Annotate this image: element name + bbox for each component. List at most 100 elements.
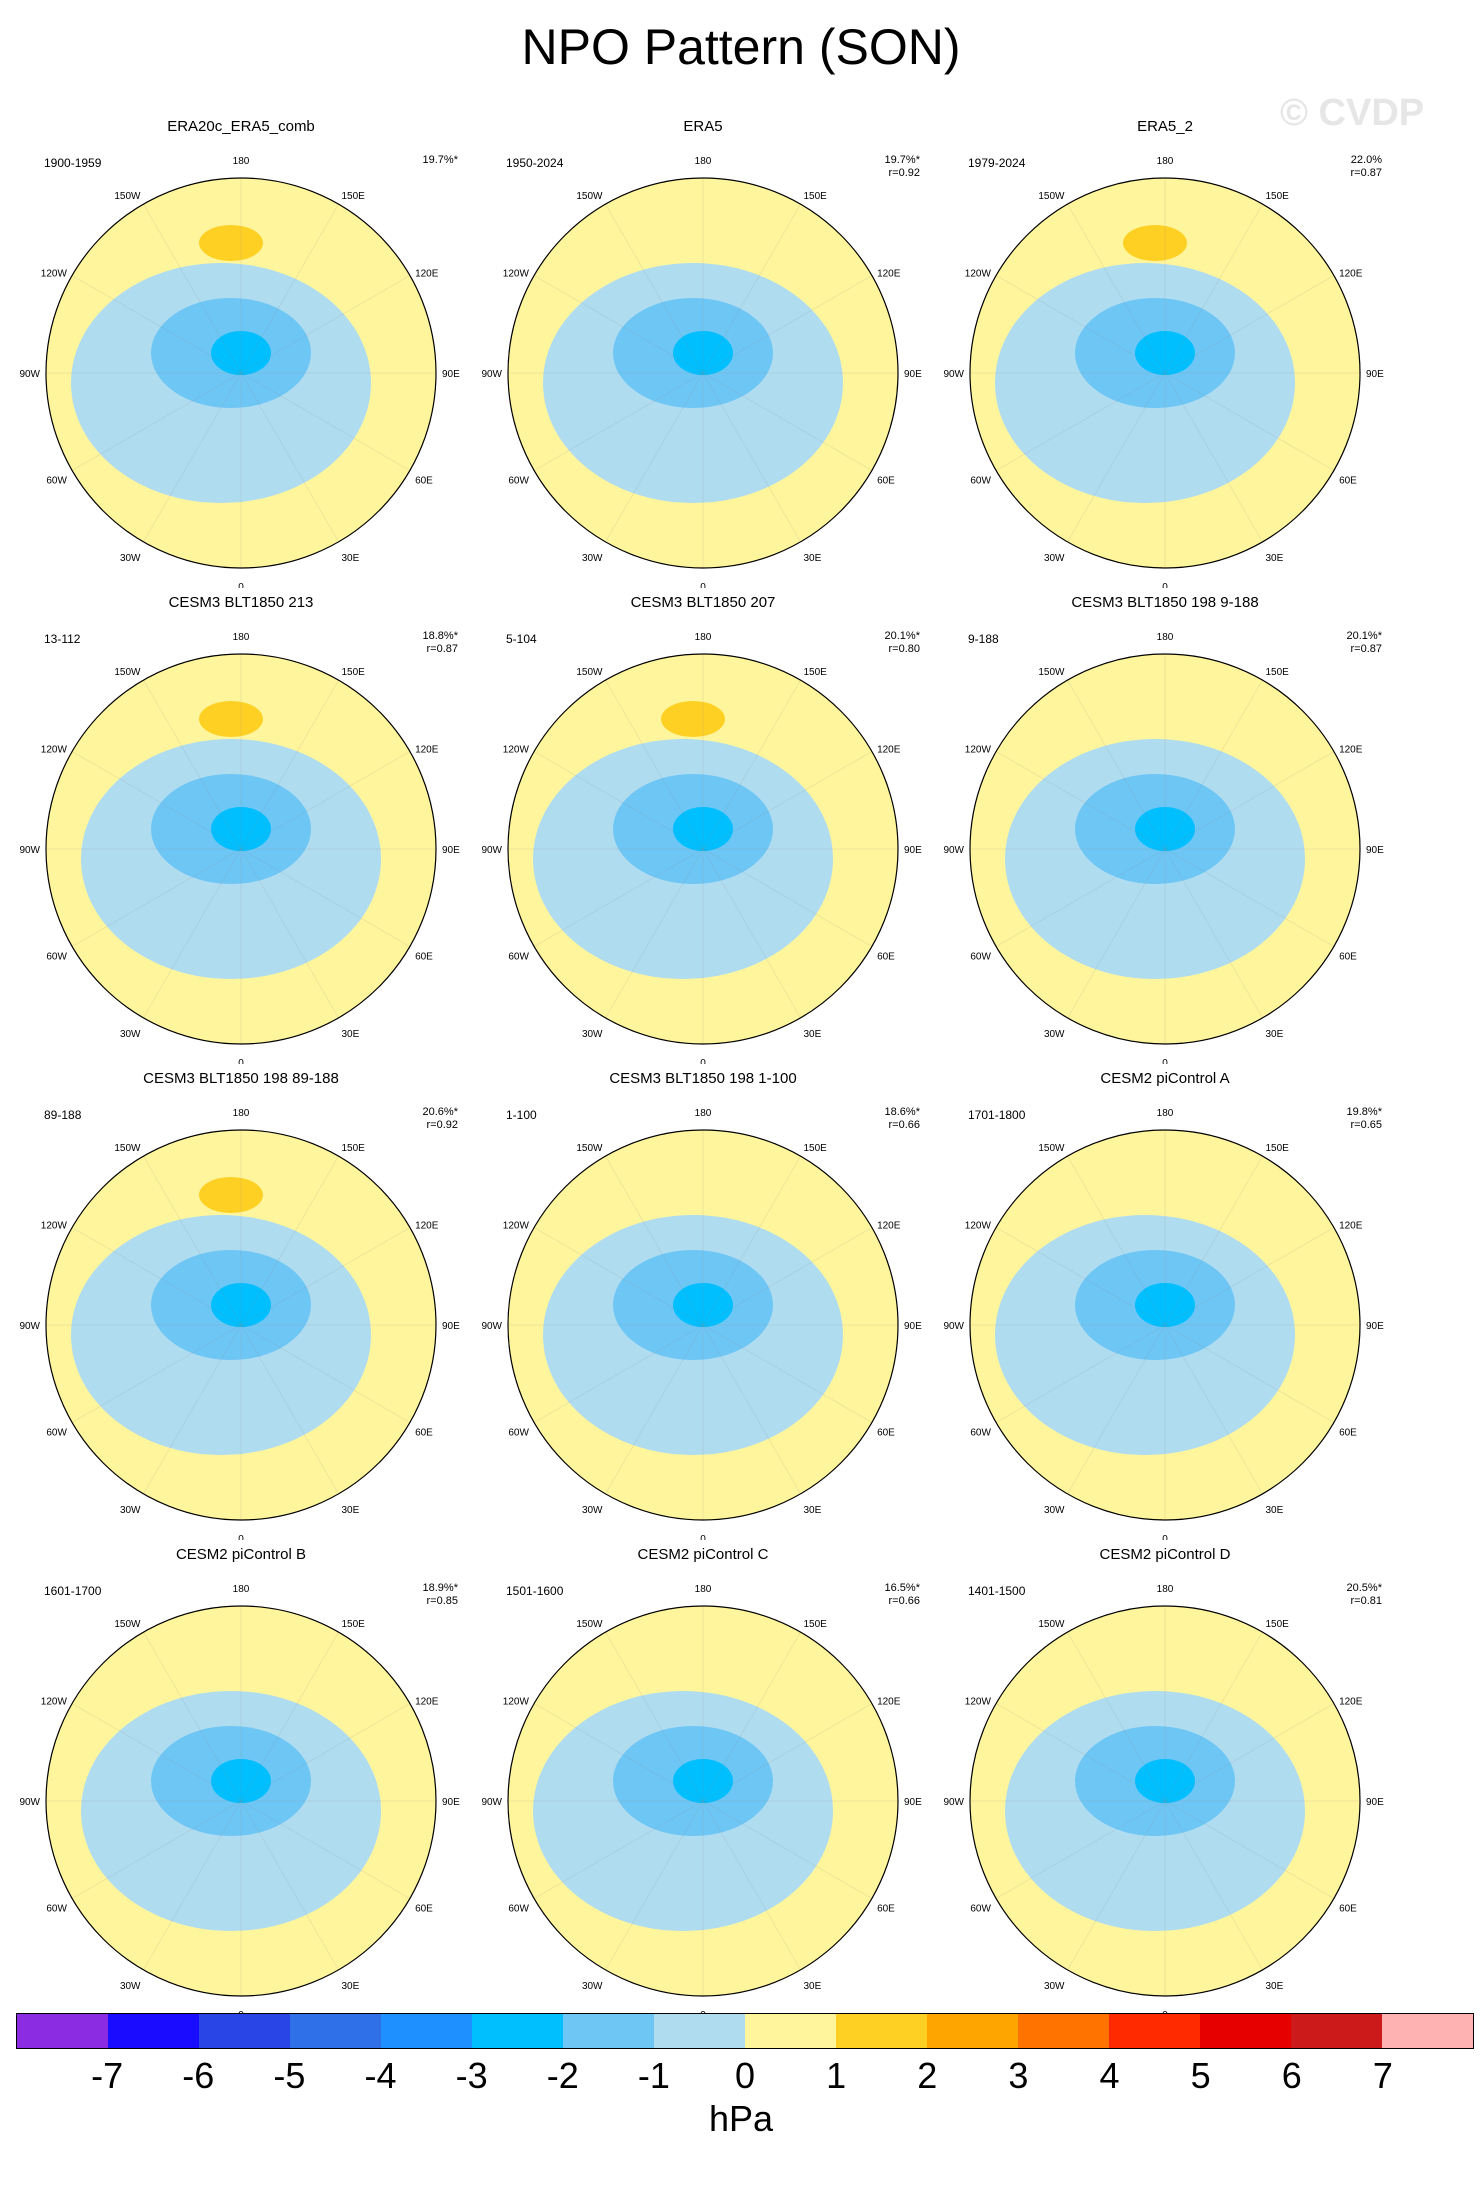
longitude-label: 180 bbox=[1157, 1584, 1174, 1595]
colorbar-units: hPa bbox=[708, 2098, 774, 2139]
longitude-label: 120E bbox=[415, 269, 439, 280]
longitude-label: 60W bbox=[46, 952, 67, 963]
longitude-label: 150E bbox=[342, 1143, 366, 1154]
longitude-label: 120W bbox=[965, 745, 992, 756]
meridian-line bbox=[240, 204, 339, 374]
longitude-label: 150E bbox=[1266, 1143, 1290, 1154]
meridian-line bbox=[1164, 1227, 1334, 1326]
meridian-line bbox=[143, 1156, 242, 1326]
longitude-label: 90E bbox=[1366, 845, 1384, 856]
polar-map: 180 150E 120E 90E 60E 30E 0 30W 60W 90W 120W 150W bbox=[943, 1108, 1384, 1540]
meridian-line bbox=[702, 1156, 801, 1326]
map-panel: CESM3 BLT1850 213 13-112 18.8%* r=0.87 180 15… bbox=[8, 594, 474, 1064]
panel-years: 1-100 bbox=[506, 1108, 537, 1122]
longitude-label: 30W bbox=[1044, 1029, 1065, 1040]
longitude-label: 30E bbox=[1266, 1505, 1284, 1516]
map-panel: ERA5 1950-2024 19.7%* r=0.92 180 150E 120E 90E 6… bbox=[470, 118, 936, 588]
colorbar-swatch bbox=[108, 2014, 199, 2048]
map-boundary bbox=[507, 653, 899, 1045]
map-boundary bbox=[45, 1605, 437, 1997]
panel-stats: 20.1%* r=0.87 bbox=[1347, 630, 1382, 656]
longitude-label: 90E bbox=[1366, 1321, 1384, 1332]
colorbar-tick-label: -2 bbox=[546, 2055, 579, 2096]
longitude-label: 180 bbox=[1157, 1108, 1174, 1119]
variance-explained: 16.5%* bbox=[884, 1582, 920, 1594]
panel-stats: 18.6%* r=0.66 bbox=[885, 1106, 920, 1132]
meridian-line bbox=[534, 372, 704, 471]
meridian-line bbox=[996, 1703, 1166, 1802]
longitude-label: 30E bbox=[342, 1029, 360, 1040]
longitude-label: 180 bbox=[1157, 632, 1174, 643]
panel-years: 5-104 bbox=[506, 632, 537, 646]
longitude-label: 30W bbox=[1044, 1981, 1065, 1992]
longitude-label: 120W bbox=[41, 1697, 68, 1708]
longitude-label: 180 bbox=[233, 1108, 250, 1119]
meridian-line bbox=[240, 1800, 339, 1970]
meridian-line bbox=[143, 1632, 242, 1802]
meridian-line bbox=[534, 1227, 704, 1326]
longitude-label: 0 bbox=[1162, 582, 1168, 588]
colorbar-swatch bbox=[563, 2014, 654, 2048]
longitude-label: 150W bbox=[1038, 667, 1065, 678]
longitude-label: 120E bbox=[877, 745, 901, 756]
longitude-label: 60W bbox=[508, 952, 529, 963]
longitude-label: 150E bbox=[1266, 667, 1290, 678]
longitude-label: 60W bbox=[970, 476, 991, 487]
meridian-line bbox=[1164, 372, 1334, 471]
longitude-label: 0 bbox=[238, 1058, 244, 1064]
meridian-line bbox=[240, 372, 339, 542]
meridian-line bbox=[143, 848, 242, 1018]
meridian-line bbox=[1067, 1156, 1166, 1326]
positive-anomaly-center bbox=[661, 701, 725, 737]
longitude-label: 60E bbox=[415, 1904, 433, 1915]
longitude-label: 90W bbox=[481, 845, 502, 856]
longitude-label: 90W bbox=[19, 845, 40, 856]
variance-explained: 18.9%* bbox=[422, 1582, 458, 1594]
longitude-label: 90E bbox=[904, 369, 922, 380]
panel-years: 13-112 bbox=[44, 632, 81, 646]
meridian-line bbox=[534, 1800, 704, 1899]
positive-anomaly-center bbox=[1123, 225, 1187, 261]
longitude-label: 120W bbox=[41, 745, 68, 756]
panel-stats: 19.7%* bbox=[423, 154, 458, 167]
panel-stats: 20.5%* r=0.81 bbox=[1347, 1582, 1382, 1608]
meridian-line bbox=[702, 1632, 801, 1802]
longitude-label: 180 bbox=[1157, 156, 1174, 167]
polar-map: 180 150E 120E 90E 60E 30E 0 30W 60W 90W 120W 150W bbox=[943, 156, 1384, 588]
panel-years: 1501-1600 bbox=[506, 1584, 564, 1598]
meridian-line bbox=[996, 848, 1166, 947]
longitude-label: 150W bbox=[114, 1619, 141, 1630]
colorbar-swatch bbox=[381, 2014, 472, 2048]
panel-stats: 20.1%* r=0.80 bbox=[885, 630, 920, 656]
longitude-label: 90W bbox=[943, 1321, 964, 1332]
longitude-label: 30W bbox=[120, 1029, 141, 1040]
map-panel: CESM3 BLT1850 198 1-100 1-100 18.6%* r=0.66… bbox=[470, 1070, 936, 1540]
panel-title: CESM3 BLT1850 198 9-188 bbox=[1071, 594, 1259, 611]
negative-anomaly-center bbox=[211, 807, 271, 851]
cvdp-watermark: © CVDP bbox=[1280, 92, 1425, 134]
meridian-line bbox=[605, 204, 704, 374]
longitude-label: 120E bbox=[1339, 1697, 1363, 1708]
variance-explained: 20.1%* bbox=[884, 630, 920, 642]
meridian-line bbox=[1164, 848, 1334, 947]
meridian-line bbox=[1164, 751, 1334, 850]
longitude-label: 30E bbox=[342, 1981, 360, 1992]
meridian-line bbox=[240, 1800, 410, 1899]
negative-anomaly-center bbox=[673, 807, 733, 851]
longitude-label: 60W bbox=[508, 1428, 529, 1439]
colorbar-swatch bbox=[1109, 2014, 1200, 2048]
meridian-line bbox=[996, 372, 1166, 471]
meridian-line bbox=[702, 204, 801, 374]
colorbar-swatch bbox=[1200, 2014, 1291, 2048]
meridian-line bbox=[1164, 1632, 1263, 1802]
longitude-label: 0 bbox=[1162, 1534, 1168, 1540]
panel-title: CESM3 BLT1850 198 1-100 bbox=[609, 1070, 797, 1087]
colorbar-tick-label: -1 bbox=[637, 2055, 670, 2096]
panel-title: ERA5 bbox=[683, 118, 723, 135]
panel-title: ERA5_2 bbox=[1137, 118, 1193, 135]
map-boundary bbox=[969, 177, 1361, 569]
longitude-label: 60E bbox=[1339, 952, 1357, 963]
longitude-label: 90W bbox=[19, 1321, 40, 1332]
meridian-line bbox=[702, 372, 872, 471]
map-boundary bbox=[507, 1605, 899, 1997]
